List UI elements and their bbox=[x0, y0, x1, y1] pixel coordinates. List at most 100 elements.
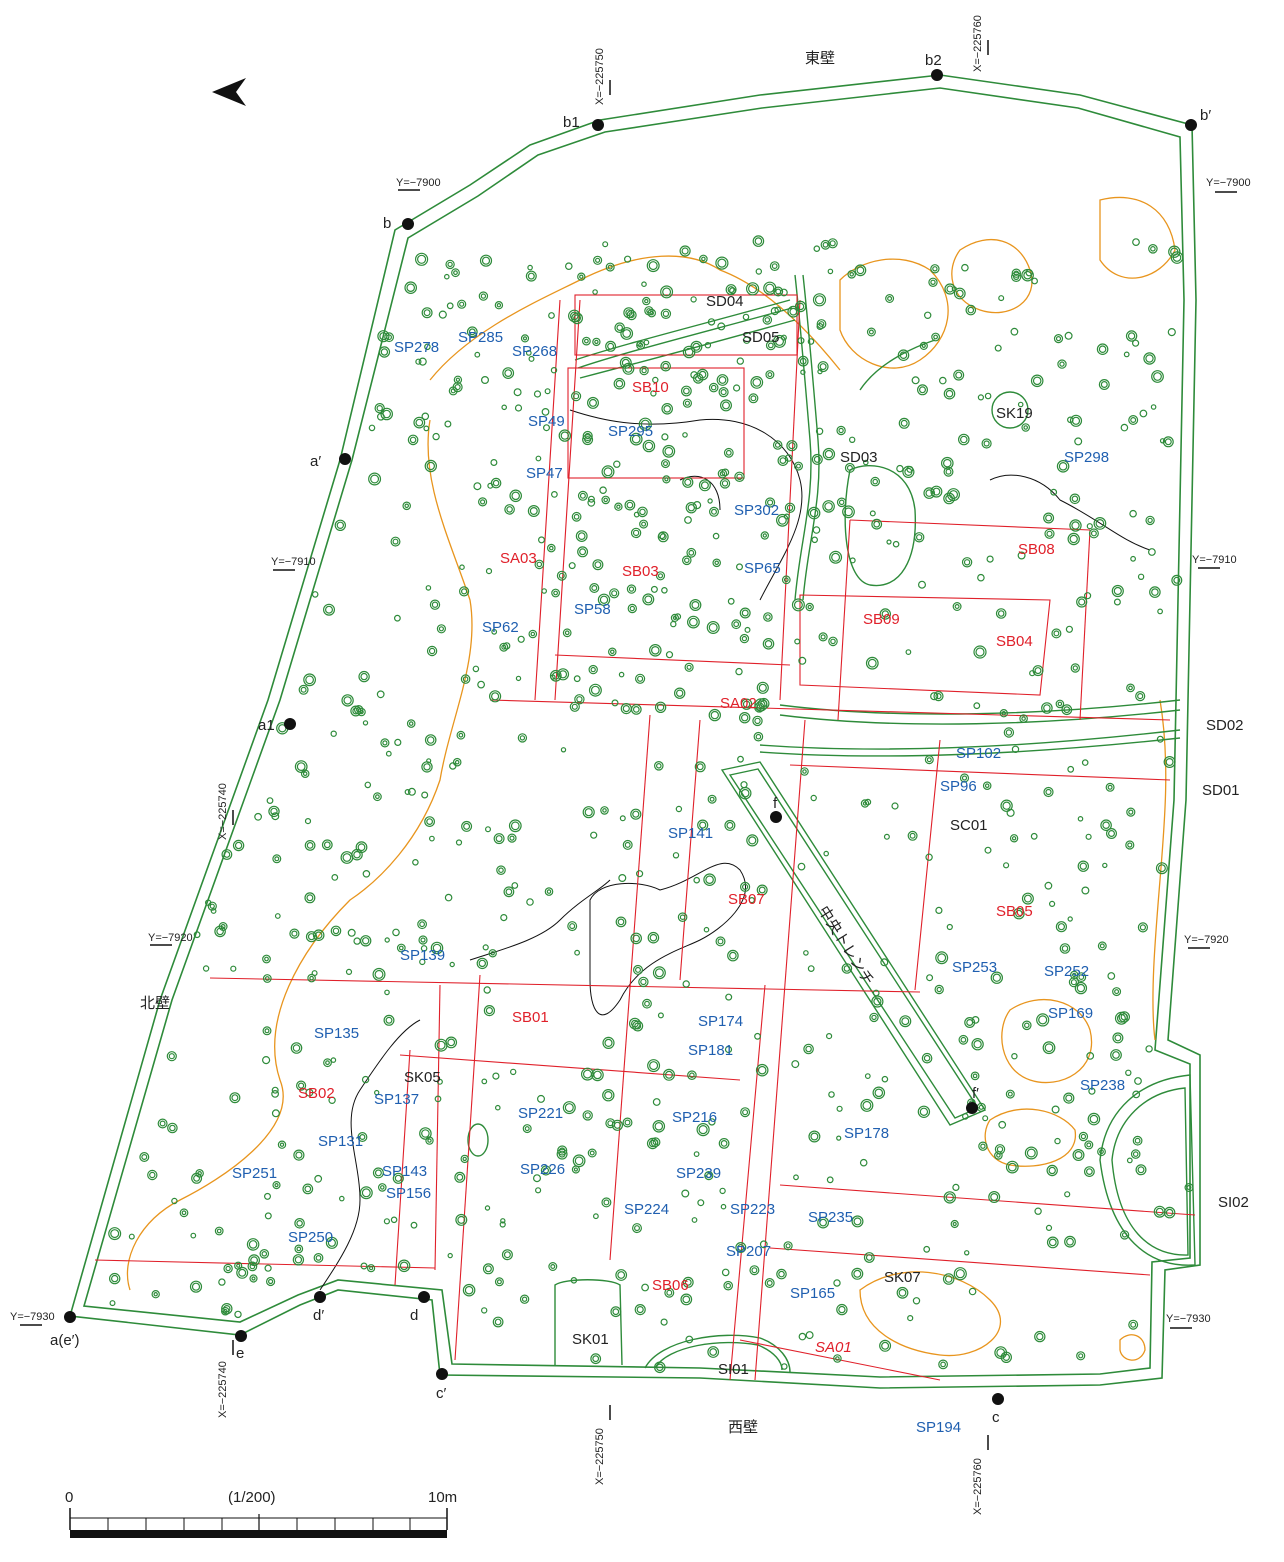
post-hole bbox=[686, 547, 697, 558]
post-hole-inner bbox=[766, 1279, 773, 1286]
post-hole-inner bbox=[264, 956, 269, 962]
post-hole bbox=[1034, 1330, 1046, 1343]
post-hole bbox=[446, 302, 454, 310]
post-hole bbox=[1147, 548, 1156, 556]
post-hole-inner bbox=[997, 610, 1005, 617]
post-hole-inner bbox=[990, 1192, 999, 1201]
sp-label: SP131 bbox=[318, 1133, 363, 1150]
structure-label: SD02 bbox=[1206, 717, 1244, 734]
post-hole bbox=[998, 295, 1005, 302]
post-hole bbox=[930, 692, 939, 701]
post-hole-inner bbox=[1128, 809, 1134, 815]
post-hole-inner bbox=[1114, 989, 1120, 995]
post-hole bbox=[859, 1158, 868, 1167]
post-hole bbox=[912, 1297, 921, 1305]
post-hole bbox=[557, 1145, 568, 1156]
post-hole bbox=[1125, 840, 1135, 850]
post-hole bbox=[994, 1144, 1006, 1155]
post-hole-inner bbox=[942, 458, 952, 468]
post-hole bbox=[460, 1154, 469, 1164]
post-hole bbox=[548, 1261, 558, 1271]
post-hole bbox=[1083, 1166, 1095, 1177]
post-hole bbox=[998, 1120, 1007, 1129]
post-hole bbox=[930, 264, 940, 274]
post-hole-inner bbox=[736, 473, 743, 480]
post-hole-inner bbox=[818, 321, 825, 327]
post-hole bbox=[638, 976, 649, 988]
post-hole-inner bbox=[1065, 1094, 1073, 1102]
post-hole bbox=[577, 272, 586, 281]
sp-label: SP253 bbox=[952, 959, 997, 976]
post-hole bbox=[647, 1059, 661, 1073]
post-hole bbox=[262, 1026, 272, 1036]
post-hole-inner bbox=[628, 586, 635, 592]
post-hole bbox=[1130, 1149, 1141, 1159]
post-hole-inner bbox=[1186, 1184, 1192, 1190]
post-hole bbox=[650, 1137, 661, 1148]
post-hole bbox=[421, 791, 429, 799]
post-hole-inner bbox=[972, 1073, 978, 1079]
post-hole bbox=[1076, 1351, 1086, 1361]
sp-label: SP58 bbox=[574, 601, 611, 618]
post-hole bbox=[911, 376, 920, 385]
post-hole bbox=[453, 375, 463, 384]
post-hole-inner bbox=[959, 435, 968, 444]
post-hole-inner bbox=[820, 634, 826, 640]
post-hole bbox=[457, 299, 467, 309]
post-hole-inner bbox=[309, 975, 314, 981]
post-hole bbox=[362, 720, 369, 726]
post-hole bbox=[534, 559, 545, 570]
post-hole-inner bbox=[640, 978, 647, 986]
post-hole bbox=[1167, 328, 1176, 337]
post-hole-inner bbox=[725, 1282, 732, 1289]
post-hole-inner bbox=[270, 807, 278, 816]
post-hole-inner bbox=[1076, 983, 1086, 993]
post-hole bbox=[1032, 665, 1044, 677]
post-hole-inner bbox=[710, 710, 720, 720]
post-hole-inner bbox=[461, 588, 468, 595]
post-hole bbox=[898, 417, 910, 429]
post-hole bbox=[638, 417, 652, 431]
post-hole bbox=[697, 1199, 705, 1207]
post-hole bbox=[717, 322, 726, 331]
post-hole bbox=[735, 563, 743, 571]
post-hole bbox=[1135, 1164, 1147, 1176]
post-hole bbox=[305, 931, 318, 943]
post-hole-inner bbox=[553, 590, 558, 596]
post-hole bbox=[849, 557, 856, 564]
grid-label-y-left-3: Y=−7930 bbox=[10, 1311, 55, 1323]
post-hole bbox=[568, 562, 576, 570]
post-hole bbox=[492, 1316, 504, 1328]
post-hole bbox=[1061, 704, 1073, 716]
post-hole bbox=[1132, 238, 1140, 247]
post-hole-inner bbox=[223, 851, 231, 858]
post-hole-inner bbox=[632, 529, 640, 537]
post-hole-inner bbox=[419, 921, 426, 928]
post-hole-inner bbox=[484, 1265, 492, 1273]
post-hole-inner bbox=[1013, 273, 1020, 280]
section-point-label: d′ bbox=[313, 1307, 324, 1324]
post-hole bbox=[1163, 1206, 1176, 1219]
post-hole-inner bbox=[644, 595, 653, 604]
post-hole-inner bbox=[590, 666, 596, 673]
post-hole bbox=[622, 839, 633, 850]
post-hole bbox=[1043, 786, 1054, 798]
post-hole bbox=[429, 599, 441, 610]
post-hole bbox=[727, 597, 735, 605]
post-hole-inner bbox=[996, 1146, 1004, 1153]
post-hole bbox=[907, 1314, 914, 1322]
post-hole-inner bbox=[656, 703, 665, 712]
post-hole bbox=[822, 500, 835, 513]
post-hole bbox=[1044, 881, 1053, 890]
post-hole bbox=[953, 369, 965, 381]
post-hole bbox=[1054, 1137, 1061, 1145]
post-hole bbox=[424, 816, 436, 827]
section-point-label: f′ bbox=[972, 1085, 979, 1102]
section-point-label: a1 bbox=[258, 717, 275, 734]
post-hole bbox=[1131, 339, 1140, 347]
post-hole-inner bbox=[359, 709, 364, 715]
post-hole-inner bbox=[655, 1363, 664, 1372]
post-hole-inner bbox=[1165, 1208, 1174, 1217]
post-hole-inner bbox=[604, 1090, 613, 1100]
grid-label-y-left-0: Y=−7900 bbox=[396, 177, 441, 189]
